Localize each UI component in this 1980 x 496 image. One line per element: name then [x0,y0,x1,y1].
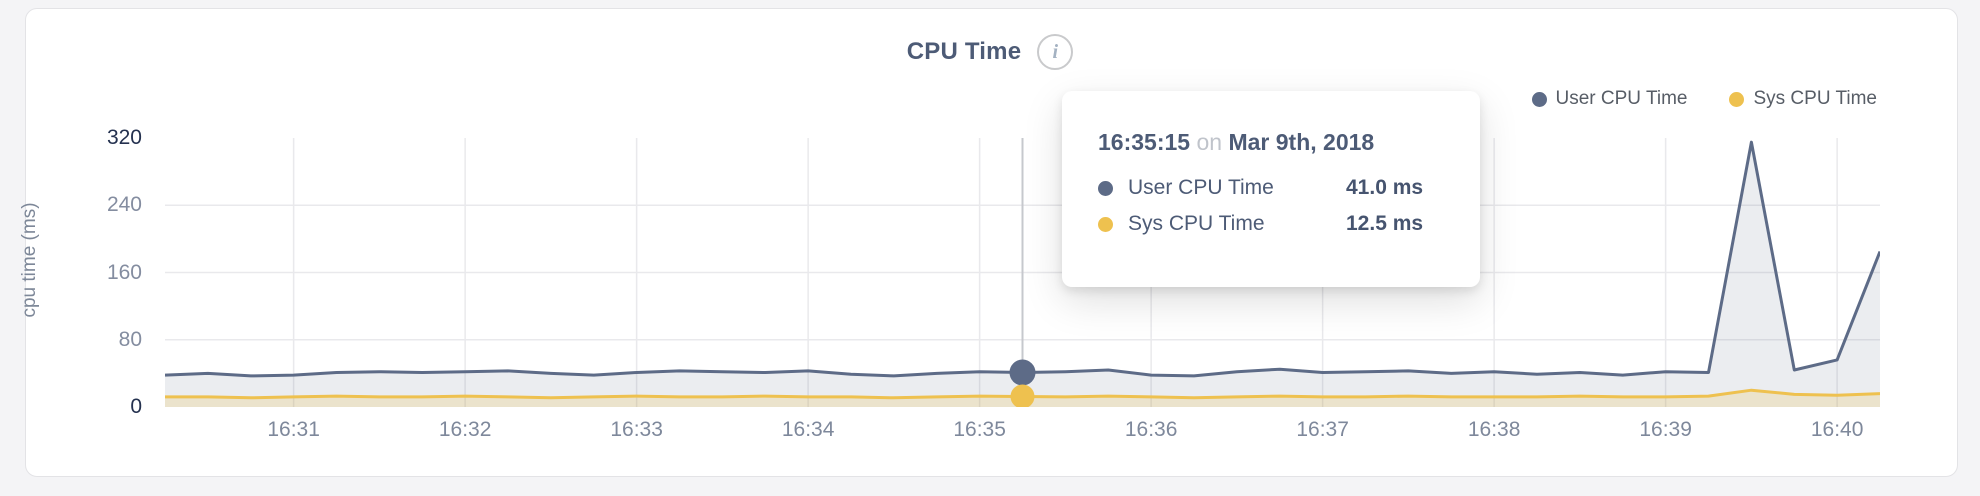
tooltip-value-sys: 12.5 ms [1346,212,1424,235]
hover-point-sys [1010,384,1035,407]
legend-dot-user-icon [1531,91,1547,107]
y-tick-label: 80 [118,327,142,351]
tooltip-label-user: User CPU Time [1128,176,1274,199]
tooltip-date: Mar 9th, 2018 [1228,129,1375,155]
tooltip-time: 16:35:15 [1098,129,1191,155]
legend-item-sys-cpu-time[interactable]: Sys CPU Time [1729,88,1877,110]
legend-label-user: User CPU Time [1555,88,1688,109]
tooltip-dot-user-icon [1098,180,1113,196]
x-tick-label: 16:32 [438,418,492,441]
legend-label-sys: Sys CPU Time [1753,88,1877,109]
x-tick-label: 16:37 [1296,418,1349,441]
legend-item-user-cpu-time[interactable]: User CPU Time [1531,88,1688,110]
series-area-0 [165,142,1880,407]
x-tick-label: 16:31 [267,418,320,441]
x-tick-label: 16:35 [953,418,1006,441]
tooltip-row-sys: Sys CPU Time 12.5 ms [1098,212,1446,236]
tooltip-row-user: User CPU Time 41.0 ms [1098,176,1446,200]
hover-point-user [1009,359,1036,386]
x-tick-label: 16:38 [1467,418,1521,441]
tooltip-dot-sys-icon [1098,216,1113,232]
tooltip-label-sys: Sys CPU Time [1128,212,1265,235]
y-tick-label: 240 [106,193,142,217]
cpu-time-chart-card [25,8,1958,477]
x-tick-label: 16:39 [1639,418,1692,441]
y-tick-label: 320 [106,126,142,149]
x-tick-label: 16:40 [1810,418,1864,441]
chart-tooltip: 16:35:15 on Mar 9th, 2018 User CPU Time … [1062,91,1480,287]
tooltip-connector: on [1196,129,1223,155]
chart-legend: User CPU Time Sys CPU Time [1531,88,1877,110]
tooltip-value-user: 41.0 ms [1346,176,1424,199]
y-tick-label: 0 [130,395,142,418]
x-tick-label: 16:36 [1124,418,1178,441]
y-tick-label: 160 [106,260,142,284]
legend-dot-sys-icon [1729,91,1745,107]
x-tick-label: 16:34 [781,418,835,441]
chart-title: CPU Time [906,38,1022,65]
x-tick-label: 16:33 [610,418,663,441]
chart-plot-area[interactable] [165,138,1880,407]
chart-header: CPU Time i [0,30,1980,74]
info-icon[interactable]: i [1037,34,1074,70]
tooltip-title: 16:35:15 on Mar 9th, 2018 [1098,129,1446,156]
